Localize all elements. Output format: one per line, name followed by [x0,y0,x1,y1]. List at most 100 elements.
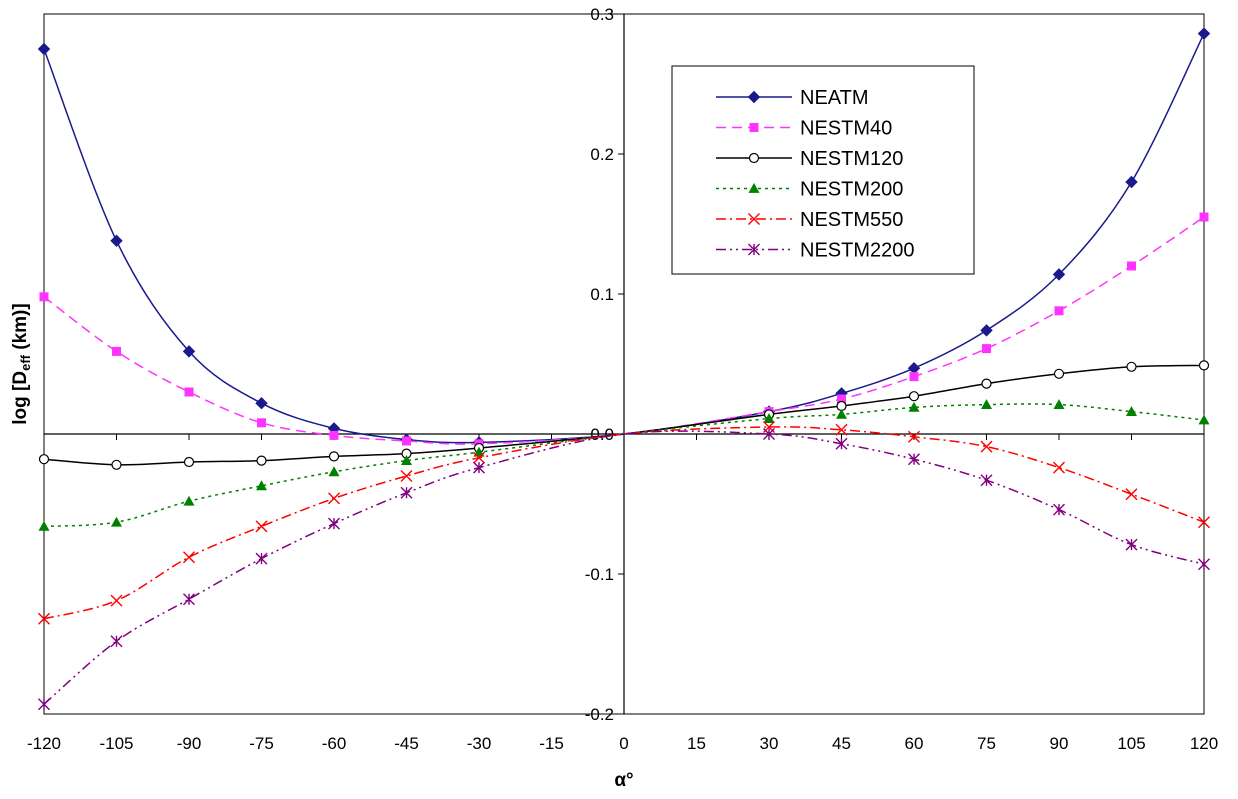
data-point-neatm [1125,175,1138,189]
series-nestm200 [38,399,1210,531]
x-tick-label: -30 [467,734,492,753]
legend-item-nestm40: NESTM40 [716,118,892,140]
legend-marker [749,123,759,132]
data-point-neatm [255,396,268,410]
data-point-nestm40 [1054,306,1064,316]
data-point-nestm550 [255,520,268,533]
legend-label: NESTM2200 [800,240,915,262]
series-line-nestm200 [43,403,1205,528]
data-point-nestm120 [1198,360,1210,371]
data-point-nestm200 [981,399,992,409]
x-tick-label: 15 [687,734,706,753]
x-tick-label: 120 [1190,734,1218,753]
data-point-nestm550 [183,551,195,564]
legend-marker [748,243,760,256]
data-point-nestm550 [835,423,848,436]
series-line-nestm2200 [43,430,1205,705]
data-point-nestm200 [763,413,775,423]
y-tick-label: 0.2 [590,145,614,164]
x-tick-label: 90 [1050,734,1069,753]
legend-label: NESTM40 [800,118,892,140]
x-tick-label: 0 [619,734,628,753]
data-point-nestm2200 [38,698,50,711]
y-axis-title-main: log [D [10,371,31,425]
x-tick-label: 75 [977,734,996,753]
x-tick-label: -45 [394,734,419,753]
data-point-nestm120 [1126,361,1137,372]
axes: -120 -105 -90 -75 -60 -45 -30 -15 0 15 30 45 60 75 90 1… [27,5,1218,753]
data-point-neatm [182,345,196,358]
data-point-nestm40 [1199,212,1209,222]
legend-label: NESTM200 [800,179,903,201]
x-tick-label: 45 [832,734,851,753]
legend-item-nestm2200: NESTM2200 [716,240,915,262]
data-point-nestm120 [908,391,920,402]
data-point-nestm2200 [1125,538,1138,551]
x-tick-label: -120 [27,734,61,753]
data-point-nestm550 [400,470,413,482]
legend-item-neatm: NEATM [716,87,869,109]
y-axis-title-sub: eff [18,354,33,371]
data-point-nestm550 [1053,461,1065,474]
series-line-nestm550 [43,426,1205,620]
data-point-nestm200 [38,520,50,531]
legend-item-nestm550: NESTM550 [716,209,903,231]
data-point-nestm200 [328,466,340,477]
legend-item-nestm200: NESTM200 [716,179,903,201]
data-point-nestm200 [836,408,847,419]
data-point-nestm200 [256,480,267,491]
data-point-nestm200 [1053,399,1065,409]
data-point-nestm40 [837,394,846,404]
data-point-nestm120 [981,378,992,389]
data-point-neatm [1197,27,1211,40]
data-point-nestm2200 [473,461,485,474]
data-point-nestm2200 [110,635,123,648]
data-point-nestm200 [1126,406,1137,416]
data-point-nestm550 [110,594,123,607]
x-tick-label: 30 [760,734,779,753]
data-point-nestm550 [1198,516,1210,529]
series-nestm550 [38,421,1210,625]
data-point-neatm [110,234,123,248]
data-point-nestm200 [1198,414,1210,425]
data-point-nestm2200 [1053,503,1065,516]
data-point-nestm120 [111,459,122,470]
data-point-nestm120 [1053,368,1065,379]
y-tick-label: -0.1 [585,565,614,584]
data-point-neatm [1052,268,1066,281]
data-point-nestm550 [328,492,340,505]
legend-marker [748,152,760,164]
data-point-nestm40 [982,344,991,354]
data-point-nestm2200 [1198,558,1210,571]
data-point-nestm550 [908,430,920,443]
series-layer [37,27,1211,711]
x-tick-label: -15 [539,734,564,753]
series-nestm2200 [38,428,1210,711]
data-point-nestm40 [257,418,266,428]
x-tick-label: -60 [322,734,347,753]
data-point-nestm40 [1127,261,1136,271]
data-point-nestm40 [329,430,339,440]
data-point-nestm200 [183,495,195,506]
data-point-neatm [37,42,51,56]
data-point-nestm120 [256,455,267,466]
legend-label: NEATM [800,87,869,109]
y-tick-label: 0.0 [590,425,614,444]
data-point-nestm40 [184,387,194,397]
data-point-nestm2200 [980,474,993,487]
data-point-nestm2200 [400,486,413,499]
y-axis-title-tail: (km)] [10,303,31,355]
data-point-nestm550 [473,451,485,464]
x-tick-label: -75 [249,734,274,753]
data-point-nestm2200 [763,428,775,440]
x-tick-label: -105 [99,734,133,753]
data-point-nestm200 [908,401,920,412]
x-tick-label: 105 [1117,734,1145,753]
data-point-nestm2200 [183,593,195,606]
legend-marker [748,183,760,193]
legend-label: NESTM550 [800,209,903,231]
data-point-nestm2200 [835,437,848,450]
data-point-neatm [980,324,993,337]
y-axis-title: log [Deff (km)] [10,303,33,424]
